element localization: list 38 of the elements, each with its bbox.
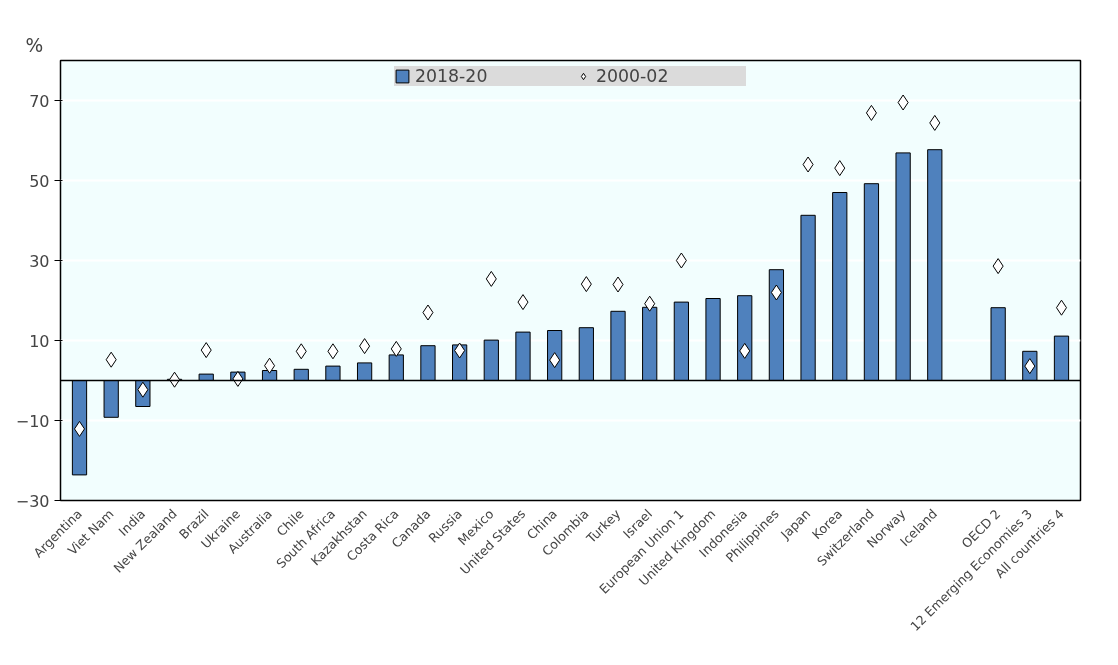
point <box>897 94 909 111</box>
point <box>137 381 149 398</box>
legend-label: 2000-02 <box>596 66 670 86</box>
point <box>770 284 782 301</box>
point <box>359 338 371 355</box>
point <box>105 351 117 368</box>
legend-label: 2018-20 <box>415 66 489 86</box>
y-tick-label: −10 <box>15 411 50 431</box>
y-tick-label: −30 <box>15 491 50 511</box>
point <box>327 343 339 360</box>
point <box>454 342 466 359</box>
point <box>232 370 244 387</box>
point <box>612 276 624 293</box>
point <box>739 342 751 359</box>
point <box>644 295 656 312</box>
point <box>834 160 846 177</box>
y-tick-label: 10 <box>29 331 50 351</box>
point <box>549 352 561 369</box>
point <box>422 304 434 321</box>
point <box>517 294 529 311</box>
y-tick-label: 30 <box>29 251 50 271</box>
point <box>200 342 212 359</box>
point <box>390 340 402 357</box>
y-tick-label: 70 <box>29 91 50 111</box>
point <box>295 343 307 360</box>
point <box>580 276 592 293</box>
point <box>865 104 877 121</box>
point <box>1055 299 1067 316</box>
point <box>802 156 814 173</box>
y-tick-label: 50 <box>29 171 50 191</box>
point <box>929 114 941 131</box>
point <box>264 357 276 374</box>
y-axis-title: % <box>25 34 44 56</box>
point <box>675 252 687 269</box>
point <box>485 270 497 287</box>
point <box>1024 358 1036 375</box>
point <box>992 258 1004 275</box>
point <box>74 420 86 437</box>
